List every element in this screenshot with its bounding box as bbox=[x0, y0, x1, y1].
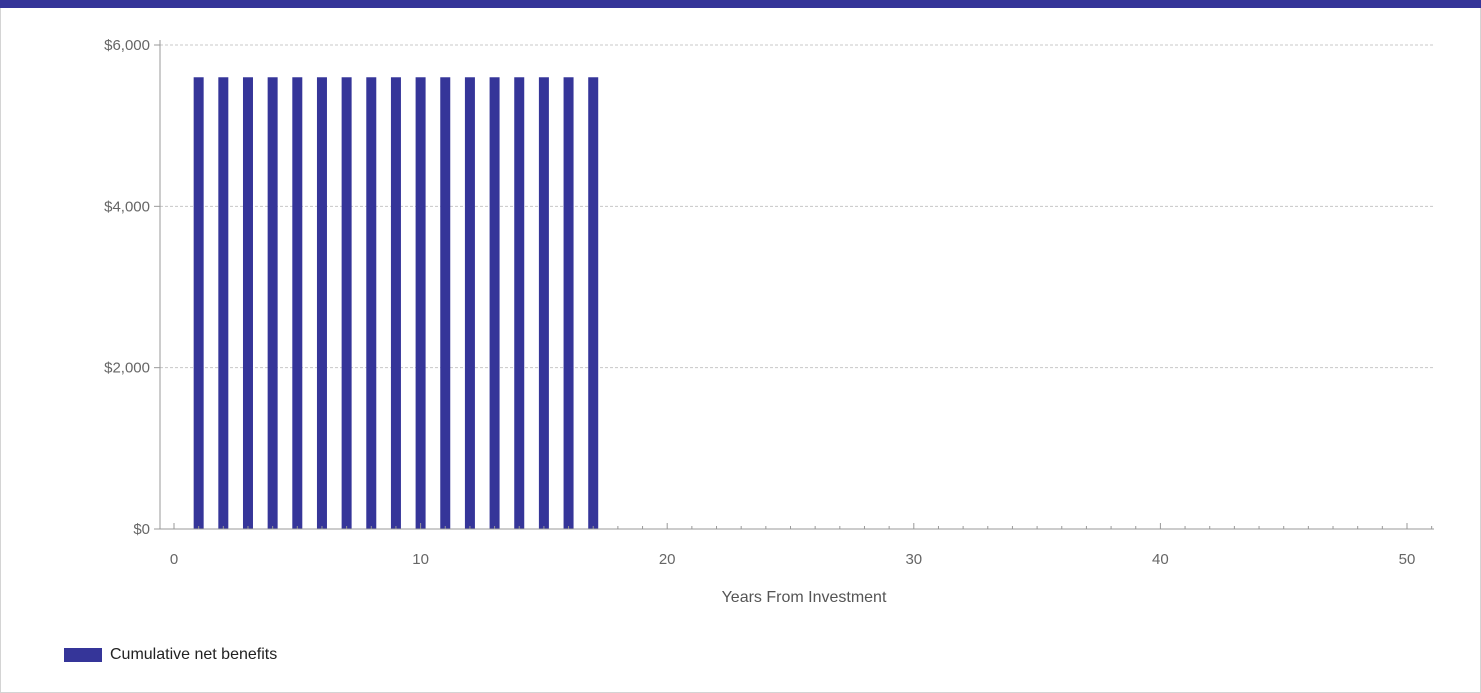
bar bbox=[341, 77, 352, 530]
x-tick-label: 20 bbox=[659, 551, 676, 568]
x-tick-label: 40 bbox=[1152, 551, 1169, 568]
bar bbox=[563, 77, 574, 530]
bar bbox=[489, 77, 500, 530]
y-tick-label: $4,000 bbox=[104, 198, 150, 215]
bar bbox=[193, 77, 204, 530]
bar bbox=[440, 77, 451, 530]
bar bbox=[514, 77, 525, 530]
legend-label: Cumulative net benefits bbox=[110, 646, 278, 663]
bar bbox=[218, 77, 229, 530]
y-tick-label: $6,000 bbox=[104, 37, 150, 54]
x-tick-label: 30 bbox=[905, 551, 922, 568]
x-tick-label: 0 bbox=[170, 551, 178, 568]
bar bbox=[366, 77, 377, 530]
bar bbox=[464, 77, 475, 530]
bar bbox=[242, 77, 253, 530]
y-tick-label: $2,000 bbox=[104, 360, 150, 377]
bar bbox=[390, 77, 401, 530]
x-tick-label: 50 bbox=[1399, 551, 1416, 568]
bar bbox=[415, 77, 426, 530]
x-tick-label: 10 bbox=[412, 551, 429, 568]
legend: Cumulative net benefits bbox=[64, 645, 277, 665]
header-bar bbox=[0, 0, 1481, 8]
legend-swatch bbox=[64, 648, 102, 662]
bar bbox=[267, 77, 278, 530]
bar bbox=[538, 77, 549, 530]
bar bbox=[292, 77, 303, 530]
bar bbox=[316, 77, 327, 530]
y-tick-label: $0 bbox=[133, 521, 150, 538]
x-axis-title: Years From Investment bbox=[722, 589, 887, 606]
bar bbox=[588, 77, 599, 530]
